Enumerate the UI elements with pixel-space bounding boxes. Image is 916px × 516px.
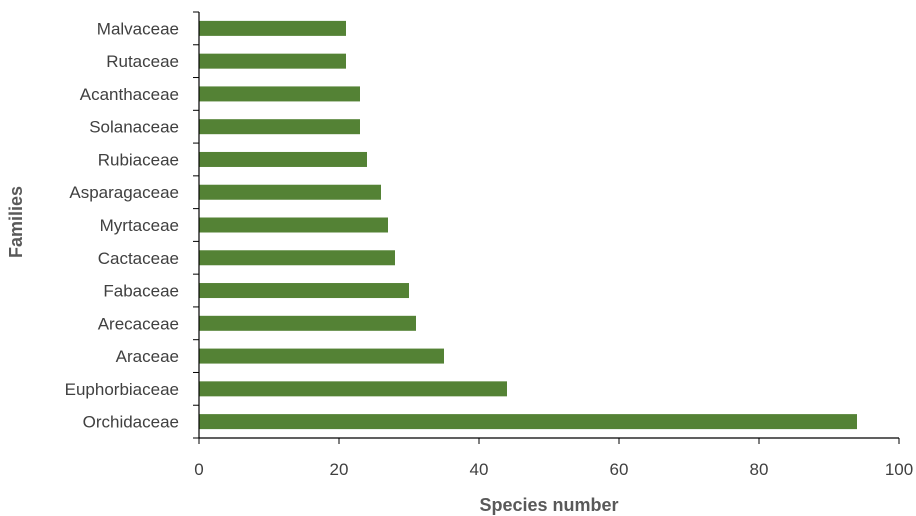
- bar-arecaceae: [199, 315, 416, 331]
- bar-asparagaceae: [199, 184, 381, 200]
- y-tick-label-asparagaceae: Asparagaceae: [69, 183, 179, 202]
- bar-rubiaceae: [199, 151, 367, 167]
- y-tick-label-acanthaceae: Acanthaceae: [80, 85, 179, 104]
- x-axis-title: Species number: [479, 495, 618, 515]
- y-tick-label-araceae: Araceae: [116, 347, 179, 366]
- x-tick-label-100: 100: [885, 460, 913, 479]
- bar-fabaceae: [199, 283, 409, 299]
- y-axis-title: Families: [6, 186, 26, 258]
- y-tick-label-orchidaceae: Orchidaceae: [83, 413, 179, 432]
- bar-cactaceae: [199, 250, 395, 266]
- bar-solanaceae: [199, 119, 360, 135]
- y-tick-label-malvaceae: Malvaceae: [97, 19, 179, 38]
- y-tick-label-rubiaceae: Rubiaceae: [98, 150, 179, 169]
- bar-euphorbiaceae: [199, 381, 507, 397]
- x-axis: 0 20 40 60 80 100: [194, 437, 913, 479]
- y-tick-label-myrtaceae: Myrtaceae: [100, 216, 179, 235]
- x-tick-label-20: 20: [330, 460, 349, 479]
- y-tick-label-arecaceae: Arecaceae: [98, 314, 179, 333]
- bar-araceae: [199, 348, 444, 364]
- x-tick-label-80: 80: [750, 460, 769, 479]
- y-tick-label-euphorbiaceae: Euphorbiaceae: [65, 380, 179, 399]
- y-axis: Orchidaceae Euphorbiaceae Araceae Arecaceae…: [65, 11, 200, 439]
- x-tick-label-60: 60: [610, 460, 629, 479]
- x-tick-label-0: 0: [194, 460, 203, 479]
- y-tick-label-solanaceae: Solanaceae: [89, 118, 179, 137]
- bars-group: [199, 20, 857, 430]
- y-tick-label-cactaceae: Cactaceae: [98, 249, 179, 268]
- bar-myrtaceae: [199, 217, 388, 233]
- bar-orchidaceae: [199, 414, 857, 430]
- bar-acanthaceae: [199, 86, 360, 102]
- y-tick-label-fabaceae: Fabaceae: [103, 282, 179, 301]
- y-tick-label-rutaceae: Rutaceae: [106, 52, 179, 71]
- bar-rutaceae: [199, 53, 346, 69]
- bar-malvaceae: [199, 20, 346, 36]
- x-tick-label-40: 40: [470, 460, 489, 479]
